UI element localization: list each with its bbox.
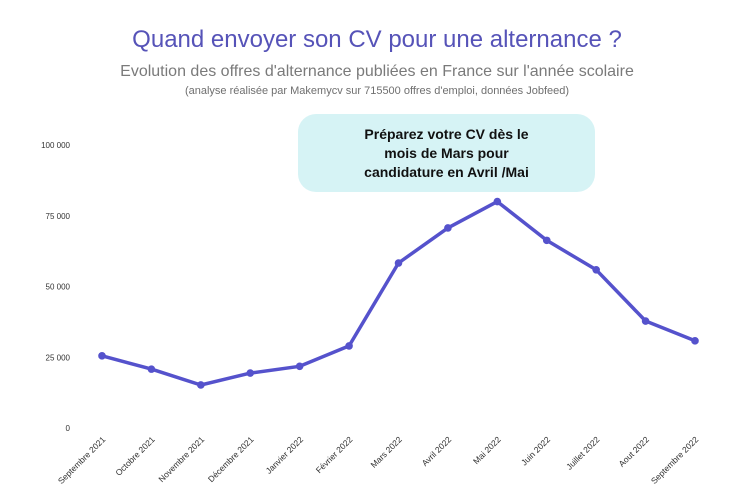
- x-tick-label: Aout 2022: [617, 434, 652, 469]
- x-tick-label: Février 2022: [314, 434, 355, 475]
- data-point: [493, 197, 502, 206]
- data-point: [691, 337, 699, 345]
- annotation-callout: Préparez votre CV dès le mois de Mars po…: [298, 114, 595, 192]
- data-point: [444, 224, 452, 232]
- x-axis-ticks: Septembre 2021 Octobre 2021 Novembre 2021 D…: [56, 434, 701, 486]
- series-line: [100, 199, 697, 387]
- y-tick-label: 50 000: [46, 283, 71, 292]
- x-tick-label: Juillet 2022: [564, 434, 602, 472]
- chart-title: Quand envoyer son CV pour une alternance…: [132, 26, 622, 53]
- y-axis-ticks: 0 25 000 50 000 75 000 100 000: [41, 141, 70, 433]
- data-point: [542, 236, 551, 245]
- data-point: [345, 342, 353, 350]
- data-point: [246, 369, 255, 377]
- x-tick-label: Décembre 2021: [206, 434, 256, 484]
- x-tick-label: Mai 2022: [471, 434, 503, 466]
- x-tick-label: Novembre 2021: [156, 434, 206, 484]
- y-tick-label: 25 000: [46, 353, 71, 362]
- data-point: [98, 352, 106, 360]
- data-point: [197, 381, 205, 389]
- data-point: [147, 365, 156, 373]
- x-tick-label: Septembre 2022: [649, 434, 701, 486]
- x-tick-label: Janvier 2022: [264, 434, 306, 476]
- x-tick-label: Mars 2022: [368, 434, 404, 470]
- data-points: [98, 197, 699, 389]
- x-tick-label: Septembre 2021: [56, 434, 108, 486]
- x-tick-label: Juin 2022: [519, 434, 552, 467]
- annotation-text: Préparez votre CV dès le mois de Mars po…: [364, 125, 529, 180]
- data-point: [394, 259, 403, 267]
- y-tick-label: 75 000: [46, 212, 71, 221]
- chart-subtitle: Evolution des offres d'alternance publié…: [120, 63, 634, 80]
- data-point: [592, 266, 600, 274]
- data-point: [295, 362, 304, 371]
- x-tick-label: Octobre 2021: [113, 434, 157, 478]
- chart-source-note: (analyse réalisée par Makemycv sur 71550…: [184, 85, 570, 97]
- data-point: [641, 317, 650, 325]
- y-tick-label: 0: [66, 424, 71, 433]
- x-tick-label: Avril 2022: [420, 434, 454, 468]
- y-tick-label: 100 000: [41, 141, 70, 150]
